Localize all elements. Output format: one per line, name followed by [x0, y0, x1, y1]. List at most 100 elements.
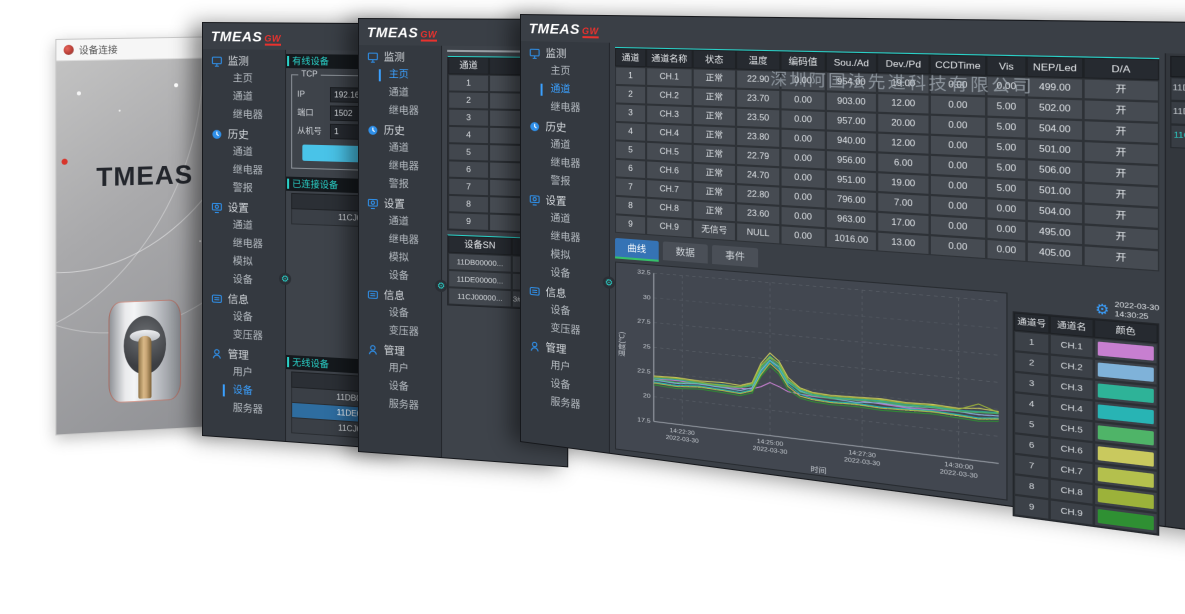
- sidebar-group-settings[interactable]: 设置: [359, 193, 441, 215]
- sidebar-item-monitor-home[interactable]: 主页: [232, 73, 253, 85]
- sidebar-collapse-gear-icon[interactable]: ⚙: [602, 275, 616, 290]
- sidebar-group-monitor[interactable]: 监测: [359, 47, 441, 67]
- table-cell[interactable]: 4: [615, 121, 647, 142]
- sidebar-group-settings[interactable]: 设置: [203, 197, 285, 219]
- sidebar-item-management-server[interactable]: 服务器: [388, 398, 419, 413]
- column-header: D/A: [1083, 57, 1160, 81]
- sidebar-group-history[interactable]: 历史: [359, 120, 441, 141]
- table-cell: 0.00: [780, 109, 826, 131]
- channel-number-cell[interactable]: 2: [448, 91, 490, 110]
- table-cell: 5.00: [986, 177, 1027, 201]
- sidebar-item-history-alarm[interactable]: 警报: [388, 178, 409, 191]
- table-cell: CH.3: [646, 104, 693, 126]
- sidebar-item-monitor-channel[interactable]: 通道: [388, 87, 409, 99]
- chart-gear-icon[interactable]: ⚙: [1095, 300, 1110, 319]
- table-cell: 0.00: [780, 147, 826, 170]
- sidebar-item-monitor-relay[interactable]: 继电器: [388, 105, 419, 118]
- channel-number-cell[interactable]: 8: [448, 194, 490, 214]
- sidebar-group-label: 监测: [383, 51, 405, 64]
- sidebar-item-monitor-channel[interactable]: 通道: [232, 91, 253, 103]
- tab-3[interactable]: 事件: [712, 244, 759, 268]
- sidebar-group-management[interactable]: 管理: [203, 343, 285, 367]
- sidebar-group-history[interactable]: 历史: [521, 116, 609, 139]
- table-cell: 正常: [692, 106, 737, 127]
- table-cell: 正常: [692, 68, 737, 89]
- settings-screen-icon: [211, 201, 222, 213]
- w4-sidebar: ⚙ 监测 主页 通道 继电器 历史 通道 继电器 警报 设置 通道 继电器 模拟 设备 信息 设备 变压器 管理…: [520, 41, 616, 453]
- legend-color-swatch: [1097, 404, 1154, 425]
- column-header: 通道名称: [646, 48, 693, 69]
- table-cell[interactable]: 2: [615, 84, 647, 105]
- legend-channel-no: 9: [1013, 494, 1050, 520]
- sidebar-item-history-alarm[interactable]: 警报: [232, 182, 253, 195]
- tab-1[interactable]: 曲线: [615, 237, 659, 262]
- channel-number-cell[interactable]: 6: [448, 160, 490, 179]
- sidebar-group-label: 监测: [545, 47, 567, 61]
- device-sn-cell[interactable]: 11CJ00000...: [448, 287, 512, 308]
- table-cell: 5.00: [986, 157, 1027, 180]
- svg-text:2022-03-30: 2022-03-30: [666, 435, 699, 445]
- table-cell[interactable]: 3: [615, 103, 647, 124]
- table-cell: 开: [1083, 99, 1160, 123]
- svg-text:27.5: 27.5: [637, 318, 651, 326]
- table-cell: 0.00: [986, 238, 1027, 263]
- svg-text:14:27:30: 14:27:30: [848, 450, 876, 460]
- sidebar-group-monitor[interactable]: 监测: [521, 43, 609, 64]
- sidebar-group-history[interactable]: 历史: [203, 124, 285, 145]
- channel-number-cell[interactable]: 3: [448, 108, 490, 127]
- tab-2[interactable]: 数据: [662, 241, 708, 264]
- column-header: Sou./Ad: [825, 52, 878, 74]
- table-cell[interactable]: 9: [615, 214, 647, 235]
- device-sn-cell[interactable]: 11DE000008579: [1170, 100, 1185, 128]
- table-cell[interactable]: 5: [615, 140, 647, 161]
- table-cell: 954.00: [825, 71, 878, 93]
- table-cell[interactable]: 6: [615, 158, 647, 180]
- channel-number-cell[interactable]: 4: [448, 125, 490, 145]
- legend-color-swatch: [1097, 425, 1154, 446]
- table-cell: 12.00: [877, 132, 930, 155]
- table-cell: 22.79: [736, 145, 781, 168]
- sidebar-collapse-gear-icon[interactable]: ⚙: [278, 272, 292, 286]
- sidebar-item-history-channel[interactable]: 通道: [388, 142, 409, 155]
- table-cell: 0.00: [780, 89, 826, 111]
- table-cell[interactable]: 8: [615, 195, 647, 217]
- table-cell: CH.4: [646, 123, 693, 144]
- channel-number-cell[interactable]: 5: [448, 143, 490, 162]
- window-device-admin: TMEAS GW ⚙ 监测 主页 通道 继电器 历史 通道 继电器 警报 设置 通道 继电器 模拟 设备信…: [202, 22, 413, 452]
- table-cell[interactable]: 7: [615, 177, 647, 198]
- svg-text:30: 30: [643, 294, 651, 302]
- window-home: TMEAS GW ⚙ 监测 主页 通道 继电器 历史 通道 继电器 警报 设置 通道 继电器 模拟 设备信…: [358, 18, 569, 468]
- management-user-icon: [367, 343, 379, 356]
- legend-color-swatch: [1097, 362, 1154, 382]
- device-status-table: 设备SN设备名称状态11DB00008F5151#配电柜离线11DE000008…: [1170, 55, 1185, 156]
- brand-badge: GW: [420, 29, 438, 42]
- channel-number-cell[interactable]: 1: [448, 74, 490, 93]
- sensor-probe: [138, 335, 152, 399]
- device-sn-cell[interactable]: 11DB00008F515: [1170, 77, 1185, 104]
- svg-text:2022-03-30: 2022-03-30: [940, 469, 978, 480]
- brand-logo: TMEAS GW: [210, 28, 282, 46]
- table-cell: 405.00: [1026, 241, 1084, 267]
- sidebar-group-info[interactable]: 信息: [203, 288, 285, 311]
- sensor-product-image: [108, 299, 182, 404]
- svg-text:17.5: 17.5: [637, 416, 651, 425]
- channel-number-cell[interactable]: 9: [448, 212, 490, 231]
- sidebar-item-history-channel[interactable]: 通道: [232, 146, 253, 159]
- table-cell[interactable]: 1: [615, 66, 647, 86]
- sidebar-item-history-relay[interactable]: 继电器: [388, 160, 419, 173]
- sidebar-item-monitor-relay[interactable]: 继电器: [232, 109, 263, 122]
- table-cell: 20.00: [877, 112, 930, 135]
- column-header: 编码值: [780, 51, 826, 72]
- sidebar-item-monitor-relay[interactable]: 继电器: [550, 102, 581, 115]
- device-sn-cell[interactable]: 11CJ000004443: [1170, 124, 1185, 152]
- sidebar-group-label: 信息: [227, 293, 249, 307]
- history-clock-icon: [530, 120, 540, 131]
- sidebar-group-monitor[interactable]: 监测: [203, 51, 285, 71]
- sidebar-item-monitor-home[interactable]: 主页: [359, 66, 441, 85]
- sidebar-group-label: 历史: [383, 124, 405, 138]
- sidebar-item-settings-device[interactable]: 设备: [388, 270, 409, 283]
- management-user-icon: [211, 347, 223, 360]
- series-CH.1: [654, 370, 999, 418]
- channel-number-cell[interactable]: 7: [448, 177, 490, 197]
- monitor-icon: [211, 55, 222, 67]
